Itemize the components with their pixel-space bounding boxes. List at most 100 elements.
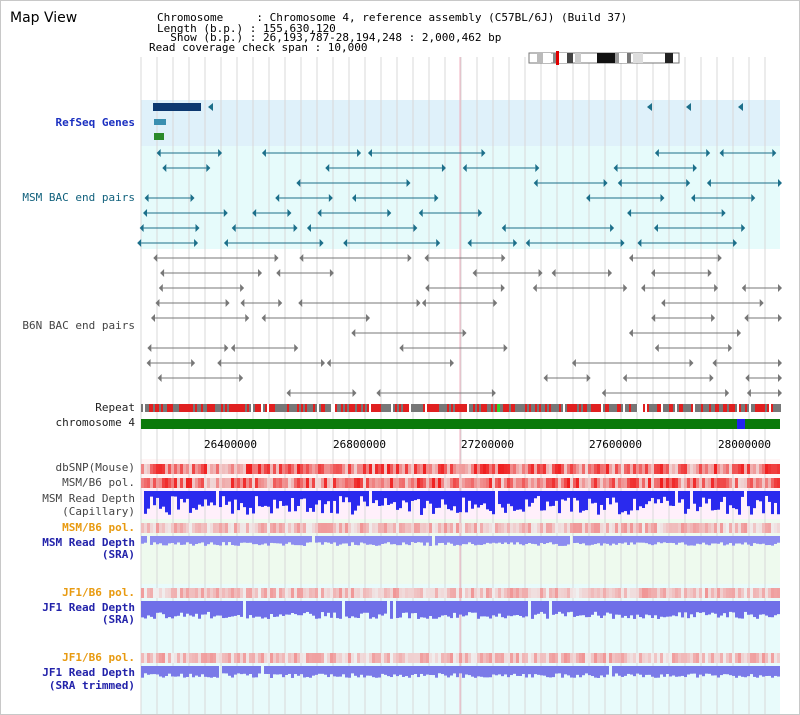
jf1-b6-pol-cell	[321, 588, 324, 598]
b6n-bac-pair-end	[217, 359, 222, 367]
jf1-sra-depth-bar	[228, 601, 231, 617]
msm-sra-depth-bar	[708, 536, 711, 546]
jf1-b6-pol-cell	[699, 653, 702, 663]
repeat-segment	[399, 404, 401, 412]
msm-b6-pol-cell	[201, 478, 204, 488]
jf1-b6-pol-cell	[225, 653, 228, 663]
jf1-trimmed-depth-bar	[777, 666, 780, 677]
msm-bac-pair-end	[252, 209, 257, 217]
jf1-b6-pol-cell	[402, 588, 405, 598]
msm-bac-pair-end	[206, 164, 211, 172]
jf1-b6-pol-cell	[624, 653, 627, 663]
track-label-msm-bac[interactable]: MSM BAC end pairs	[22, 191, 135, 204]
jf1-sra-depth-bar	[156, 601, 159, 613]
msm-sra-depth-bar	[495, 536, 498, 544]
jf1-b6-pol-cell	[744, 653, 747, 663]
jf1-sra-depth-bar	[537, 601, 540, 614]
jf1-b6-pol-cell	[165, 588, 168, 598]
repeat-segment	[479, 404, 481, 412]
capillary-depth-bar	[429, 491, 432, 504]
repeat-segment	[425, 404, 427, 412]
track-label-b6n-bac[interactable]: B6N BAC end pairs	[22, 319, 135, 332]
msm-b6-pol-cell	[630, 523, 633, 533]
repeat-segment	[203, 404, 205, 412]
b6n-bac-pair-end	[424, 254, 429, 262]
capillary-depth-bar	[510, 491, 513, 507]
jf1-b6-pol-cell	[258, 653, 261, 663]
dbsnp-cell	[534, 464, 537, 474]
capillary-depth-bar	[198, 491, 201, 505]
msm-b6-pol-cell	[468, 523, 471, 533]
repeat-segment	[683, 404, 685, 412]
msm-b6-pol-cell	[294, 523, 297, 533]
msm-bac-pair-end	[139, 224, 144, 232]
capillary-depth-bar	[246, 491, 249, 515]
jf1-b6-pol-cell	[546, 588, 549, 598]
msm-bac-pair-end	[706, 149, 711, 157]
jf1-b6-pol-cell	[360, 653, 363, 663]
msm-sra-depth-bar	[462, 536, 465, 545]
b6n-bac-pair-end	[278, 299, 283, 307]
capillary-depth-bar	[300, 491, 303, 500]
repeat-segment	[263, 404, 265, 412]
msm-b6-pol-cell	[753, 523, 756, 533]
jf1-trimmed-depth-bar	[669, 666, 672, 677]
jf1-trimmed-depth-bar	[516, 666, 519, 676]
msm-b6-pol-cell	[669, 478, 672, 488]
msm-sra-depth-bar	[768, 536, 771, 546]
jf1-b6-pol-cell	[402, 653, 405, 663]
capillary-depth-bar	[774, 491, 777, 503]
msm-bac-pair-end	[721, 209, 726, 217]
jf1-trimmed-depth-bar	[345, 666, 348, 678]
jf1-b6-pol-cell	[453, 588, 456, 598]
msm-b6-pol-cell	[690, 523, 693, 533]
msm-b6-pol-cell	[741, 523, 744, 533]
msm-sra-depth-bar	[549, 536, 552, 543]
dbsnp-cell	[693, 464, 696, 474]
msm-b6-pol-cell	[672, 523, 675, 533]
dbsnp-cell	[156, 464, 159, 474]
msm-bac-pair-end	[719, 149, 724, 157]
jf1-sra-depth-bar	[486, 601, 489, 617]
jf1-b6-pol-cell	[732, 588, 735, 598]
repeat-segment	[559, 404, 561, 412]
jf1-b6-pol-cell	[228, 653, 231, 663]
jf1-b6-pol-cell	[501, 588, 504, 598]
b6n-bac-pair-end	[543, 374, 548, 382]
msm-bac-pair-end	[627, 209, 632, 217]
jf1-b6-pol-cell	[381, 588, 384, 598]
repeat-segment	[253, 404, 255, 412]
jf1-trimmed-depth-bar	[564, 666, 567, 675]
capillary-depth-bar	[393, 491, 396, 503]
msm-b6-pol-cell	[777, 523, 780, 533]
jf1-trimmed-depth-bar	[552, 666, 555, 678]
jf1-sra-depth-bar	[483, 601, 486, 617]
jf1-trimmed-depth-bar	[588, 666, 591, 676]
jf1-trimmed-depth-bar	[288, 666, 291, 674]
b6n-bac-pair-end	[351, 329, 356, 337]
capillary-depth-bar	[174, 491, 177, 497]
jf1-sra-depth-bar	[507, 601, 510, 616]
msm-bac-pair-end	[317, 209, 322, 217]
msm-b6-pol-cell	[159, 523, 162, 533]
msm-sra-depth-bar	[651, 536, 654, 546]
jf1-trimmed-depth-bar	[426, 666, 429, 675]
msm-b6-pol-cell	[192, 523, 195, 533]
msm-b6-pol-cell	[333, 523, 336, 533]
msm-b6-pol-cell	[366, 523, 369, 533]
jf1-sra-depth-bar	[309, 601, 312, 614]
capillary-depth-bar	[768, 491, 771, 502]
jf1-b6-pol-cell	[294, 588, 297, 598]
jf1-trimmed-depth-bar	[468, 666, 471, 676]
msm-b6-pol-cell	[585, 523, 588, 533]
jf1-b6-pol-cell	[633, 653, 636, 663]
jf1-b6-pol-cell	[753, 653, 756, 663]
msm-b6-pol-cell	[177, 523, 180, 533]
jf1-trimmed-depth-bar	[693, 666, 696, 674]
capillary-depth-bar	[390, 491, 393, 504]
b6n-bac-pair-end	[689, 359, 694, 367]
jf1-b6-pol-cell	[201, 653, 204, 663]
track-label-refseq[interactable]: RefSeq Genes	[55, 116, 135, 129]
dbsnp-cell	[144, 464, 147, 474]
